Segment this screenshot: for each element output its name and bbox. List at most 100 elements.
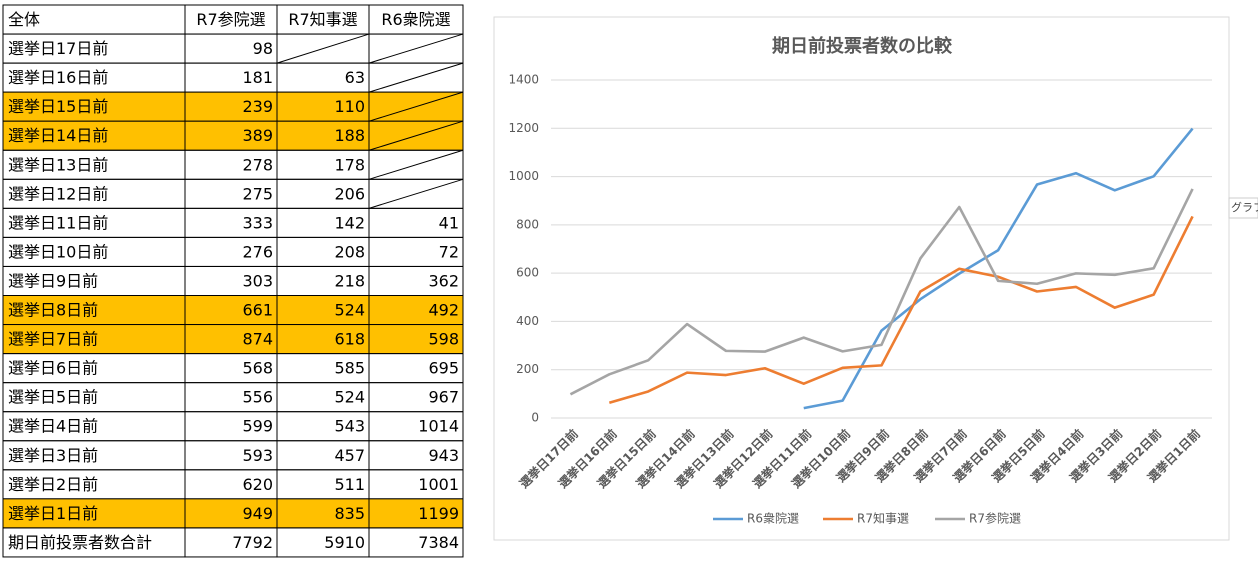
y-tick-label: 800 [516,217,539,231]
row-label: 選挙日14日前 [8,126,108,145]
cell-value: 7792 [232,533,273,552]
cell-value: 218 [334,271,365,290]
cell-value: 967 [428,388,459,407]
y-tick-label: 1400 [508,73,539,87]
y-tick-label: 1200 [508,121,539,135]
cell-value: 524 [334,388,365,407]
legend-label: R7参院選 [969,511,1021,526]
row-label: 選挙日6日前 [8,359,98,378]
side-tab[interactable] [1228,197,1258,219]
cell-value: 278 [242,155,273,174]
row-highlight [3,295,463,325]
cell-value: 98 [253,39,273,58]
cell-value: 275 [242,184,273,203]
empty-cell-slash [368,62,464,93]
cell-value: 1014 [418,417,459,436]
cell-value: 543 [334,417,365,436]
cell-value: 949 [242,504,273,523]
cell-value: 593 [242,446,273,465]
legend-label: R6衆院選 [747,512,799,526]
cell-value: 276 [242,242,273,261]
empty-cell-slash [368,120,464,151]
chart-title: 期日前投票者数の比較 [772,35,953,57]
cell-value: 524 [334,301,365,320]
cell-value: 63 [345,68,365,87]
row-label: 選挙日15日前 [8,97,108,116]
y-tick-label: 400 [516,314,539,328]
cell-value: 492 [428,301,459,320]
row-label: 選挙日4日前 [8,417,98,436]
cell-value: 333 [242,213,273,232]
row-label: 選挙日13日前 [8,155,108,174]
cell-value: 239 [242,97,273,116]
cell-value: R7参院選 [196,10,265,29]
row-label: 選挙日8日前 [8,301,98,320]
cell-value: 585 [334,359,365,378]
cell-value: 110 [334,97,365,116]
cell-value: 835 [334,504,365,523]
empty-cell-slash [368,149,464,180]
cell-value: 389 [242,126,273,145]
row-label: 選挙日1日前 [8,504,98,523]
row-label: 選挙日11日前 [8,213,108,232]
y-tick-label: 200 [516,362,539,376]
cell-value: 599 [242,417,273,436]
cell-value: 41 [439,213,459,232]
cell-value: R7知事選 [288,10,357,29]
cell-value: 874 [242,330,273,349]
row-label: 選挙日16日前 [8,68,108,87]
row-highlight [3,498,463,528]
cell-value: 303 [242,271,273,290]
y-tick-label: 600 [516,266,539,280]
cell-value: 181 [242,68,273,87]
empty-cell-slash [368,91,464,122]
row-label: 選挙日10日前 [8,242,108,261]
cell-value: 188 [334,126,365,145]
line-series [803,127,1194,410]
cell-value: 618 [334,330,365,349]
cell-value: 1199 [418,504,459,523]
cell-value: 556 [242,388,273,407]
cell-value: 661 [242,301,273,320]
row-label: 選挙日7日前 [8,330,98,349]
cell-value: 206 [334,184,365,203]
row-label: 全体 [8,10,40,29]
line-series [569,188,1194,396]
cell-value: 1001 [418,475,459,494]
chart-frame [493,16,1230,541]
cell-value: 620 [242,475,273,494]
y-tick-label: 1000 [508,169,539,183]
cell-value: 457 [334,446,365,465]
row-label: 選挙日17日前 [8,39,108,58]
line-series [608,215,1194,405]
cell-value: 208 [334,242,365,261]
cell-value: 178 [334,155,365,174]
cell-value: 72 [439,242,459,261]
row-label: 選挙日3日前 [8,446,98,465]
empty-cell-slash [368,33,464,64]
cell-value: 695 [428,359,459,378]
legend-label: R7知事選 [857,512,909,526]
cell-value: 598 [428,330,459,349]
empty-cell-slash [368,178,464,209]
row-label: 選挙日5日前 [8,388,98,407]
cell-value: 943 [428,446,459,465]
cell-value: 511 [334,475,365,494]
cell-value: 5910 [324,533,365,552]
cell-value: 362 [428,271,459,290]
y-tick-label: 0 [531,411,539,425]
empty-cell-slash [276,33,370,64]
row-label: 選挙日9日前 [8,271,98,290]
row-highlight [3,324,463,354]
row-label: 期日前投票者数合計 [8,533,152,552]
cell [368,527,464,558]
cell-value: 568 [242,359,273,378]
side-tab-label[interactable]: グラフ [1231,200,1258,214]
cell-value: 142 [334,213,365,232]
row-label: 選挙日12日前 [8,184,108,203]
cell-value: R6衆院選 [381,10,450,29]
cell-value: 7384 [418,533,459,552]
row-label: 選挙日2日前 [8,475,98,494]
